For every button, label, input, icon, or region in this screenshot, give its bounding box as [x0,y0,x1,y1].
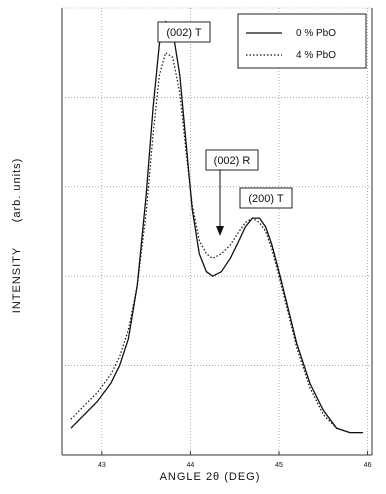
legend: 0 % PbO 4 % PbO [237,13,367,69]
y-axis-units-label: (arb. units) [11,158,23,223]
legend-label-series-0: 0 % PbO [296,28,336,39]
series-line-1 [70,52,364,434]
annotation-label-002-r: (002) R [214,155,251,167]
annotation-arrow-head [216,226,224,236]
annotation-box-200-t [239,187,293,209]
x-tick-label: 46 [364,462,372,469]
annotation-box-002-r [205,149,259,171]
y-axis-label: INTENSITY [11,247,23,313]
annotation-label-002-t: (002) T [166,27,202,39]
x-axis-label: ANGLE 2θ (DEG) [160,471,261,483]
x-tick-label: 44 [187,462,195,469]
annotation-002-r: (002) R [205,149,259,236]
x-tick-label: 45 [275,462,283,469]
annotation-200-t: (200) T [239,187,293,209]
series-line-0 [70,20,364,434]
x-tick-label: 43 [98,462,106,469]
annotation-002-t: (002) T [157,21,211,43]
annotation-label-200-t: (200) T [248,193,284,205]
legend-label-series-1: 4 % PbO [296,50,336,61]
annotation-box-002-t [157,21,211,43]
legend-box [237,13,367,69]
